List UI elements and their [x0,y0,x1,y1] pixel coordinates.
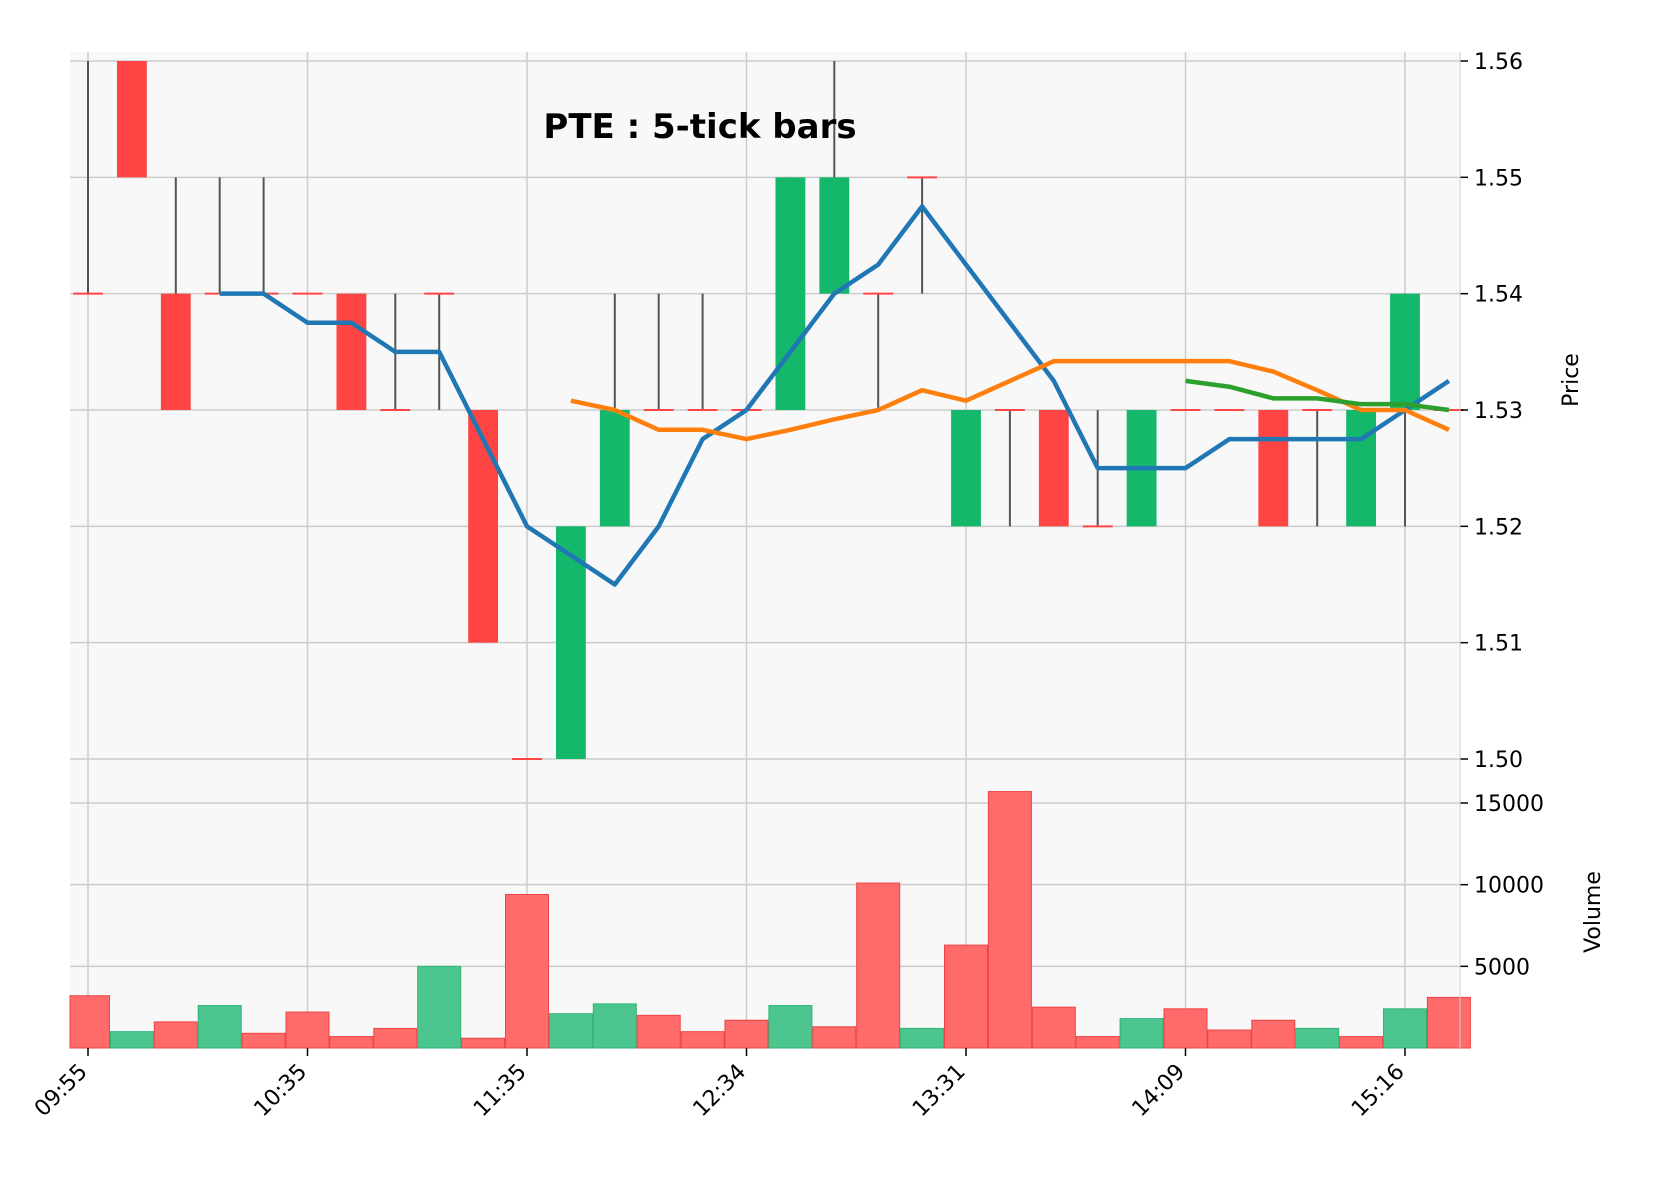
price-panel-bg [70,52,1460,762]
volume-bar [900,1027,945,1049]
volume-axis-label: Volume [1581,871,1606,953]
volume-bar [1251,1019,1296,1049]
volume-bar [636,1014,681,1049]
candle-body [116,61,147,178]
candle-body [160,293,191,410]
candle-body [1038,410,1069,527]
volume-bar [1382,1008,1428,1049]
x-tick-label: 10:35 [250,1059,313,1122]
volume-bar [1075,1036,1120,1049]
x-tick-label: 15:16 [1347,1059,1410,1122]
volume-tick-label: 10000 [1474,874,1544,899]
volume-bar [285,1011,330,1049]
volume-bar [943,944,989,1049]
volume-panel-bg [70,762,1460,1048]
moving-average-line [570,358,1450,442]
volume-bar [197,1005,242,1049]
x-tick-label: 11:35 [469,1059,532,1122]
volume-bar [548,1013,593,1049]
candle-body [819,177,850,294]
x-tick-label: 14:09 [1128,1059,1191,1122]
volume-bar [1295,1027,1340,1049]
candle-body [1258,410,1289,527]
x-tick-label: 09:55 [30,1059,93,1122]
price-tick-label: 1.51 [1474,632,1523,657]
volume-bar [153,1021,198,1049]
volume-bar [680,1031,725,1049]
volume-bar [329,1036,374,1049]
price-tick-label: 1.56 [1474,50,1523,75]
price-tick-label: 1.53 [1474,399,1523,424]
volume-bar [69,995,111,1049]
volume-bar [1031,1006,1076,1049]
volume-bar [768,1005,813,1049]
candle-body [599,410,630,527]
candle-body [555,526,586,759]
volume-bar [856,882,901,1049]
volume-bar [1119,1018,1164,1049]
volume-bar [109,1031,154,1049]
price-tick-label: 1.50 [1474,748,1523,773]
price-tick-label: 1.55 [1474,166,1523,191]
candle-body [336,293,367,410]
volume-tick-label: 5000 [1474,955,1530,980]
volume-bar [373,1027,418,1049]
volume-bar [461,1037,506,1049]
moving-average-lines [219,204,1451,587]
candle-body [951,410,981,527]
volume-bar [812,1026,857,1049]
price-tick-label: 1.52 [1474,515,1523,540]
volume-bar [417,965,462,1049]
volume-bar [241,1032,286,1049]
volume-bar [1207,1029,1252,1049]
candle-body [1390,293,1420,410]
price-axis-label: Price [1559,353,1584,407]
volume-bar [1163,1008,1208,1049]
x-tick-label: 13:31 [908,1059,971,1122]
price-tick-label: 1.54 [1474,283,1523,308]
chart-title: PTE : 5-tick bars [543,107,856,147]
volume-bar [1426,996,1471,1049]
candle-body [1346,410,1377,527]
candles [73,61,1464,760]
candle-body [775,177,806,410]
volume-bar [592,1003,637,1049]
candle-body [468,410,499,643]
moving-average-line [219,204,1451,587]
volume-bars [69,791,1471,1049]
volume-tick-label: 15000 [1474,792,1544,817]
volume-bar [1339,1036,1384,1049]
volume-bar [504,893,550,1049]
volume-bar [987,791,1032,1049]
moving-average-line [1185,378,1450,413]
volume-bar [724,1019,769,1049]
x-tick-label: 12:34 [689,1059,752,1122]
